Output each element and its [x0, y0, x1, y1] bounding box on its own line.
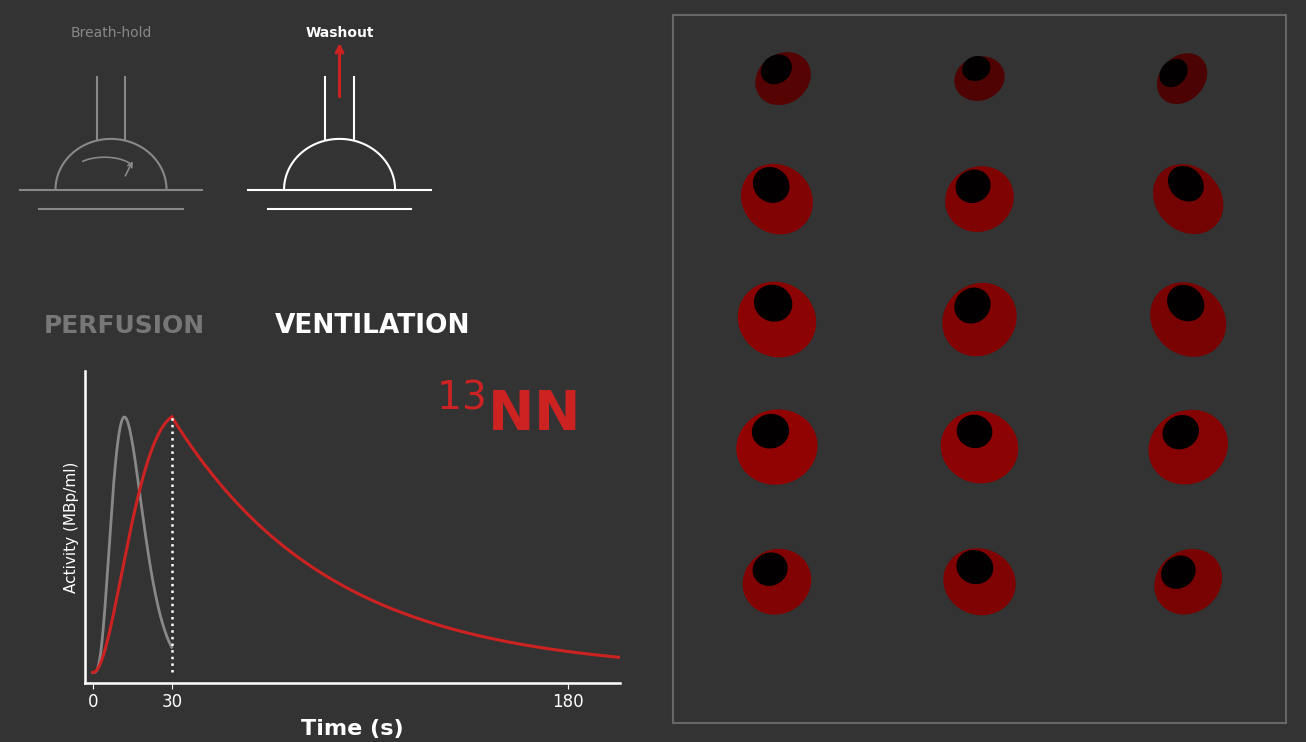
Polygon shape: [737, 410, 816, 484]
Polygon shape: [1157, 54, 1207, 103]
Polygon shape: [942, 412, 1017, 482]
Polygon shape: [756, 53, 810, 105]
Text: Breath-hold: Breath-hold: [71, 26, 151, 40]
Polygon shape: [1168, 286, 1204, 321]
Polygon shape: [963, 56, 990, 80]
Text: Washout: Washout: [306, 26, 374, 40]
Polygon shape: [738, 283, 815, 357]
Polygon shape: [743, 550, 811, 614]
Polygon shape: [1160, 59, 1187, 87]
Polygon shape: [1149, 410, 1228, 484]
Polygon shape: [946, 167, 1013, 232]
Polygon shape: [944, 549, 1015, 614]
Text: $^{13}$NN: $^{13}$NN: [436, 388, 577, 443]
Polygon shape: [738, 283, 815, 357]
Polygon shape: [957, 551, 993, 583]
Polygon shape: [955, 289, 990, 323]
Text: PERFUSION: PERFUSION: [43, 315, 205, 338]
Text: VENTILATION: VENTILATION: [274, 313, 470, 340]
Polygon shape: [943, 283, 1016, 355]
Polygon shape: [1151, 283, 1225, 356]
Polygon shape: [1151, 283, 1225, 356]
Polygon shape: [742, 165, 812, 234]
Polygon shape: [1155, 550, 1221, 614]
Polygon shape: [1157, 54, 1207, 103]
Polygon shape: [955, 57, 1004, 100]
Polygon shape: [1164, 416, 1199, 449]
Polygon shape: [946, 167, 1013, 232]
Polygon shape: [1169, 166, 1203, 201]
Polygon shape: [743, 550, 811, 614]
Polygon shape: [956, 170, 990, 203]
Polygon shape: [755, 286, 791, 321]
Polygon shape: [754, 553, 788, 585]
Y-axis label: Activity (MBp/ml): Activity (MBp/ml): [64, 461, 80, 593]
Polygon shape: [756, 53, 810, 105]
Polygon shape: [742, 165, 812, 234]
Polygon shape: [737, 410, 816, 484]
Polygon shape: [957, 416, 991, 447]
Polygon shape: [1155, 550, 1221, 614]
Polygon shape: [1153, 165, 1222, 233]
Polygon shape: [1162, 556, 1195, 588]
Polygon shape: [752, 415, 789, 448]
X-axis label: Time (s): Time (s): [302, 720, 404, 739]
Polygon shape: [754, 168, 789, 202]
Polygon shape: [1149, 410, 1228, 484]
Polygon shape: [943, 283, 1016, 355]
Polygon shape: [761, 55, 791, 84]
Polygon shape: [955, 57, 1004, 100]
Polygon shape: [1153, 165, 1222, 233]
Polygon shape: [942, 412, 1017, 482]
Polygon shape: [944, 549, 1015, 614]
